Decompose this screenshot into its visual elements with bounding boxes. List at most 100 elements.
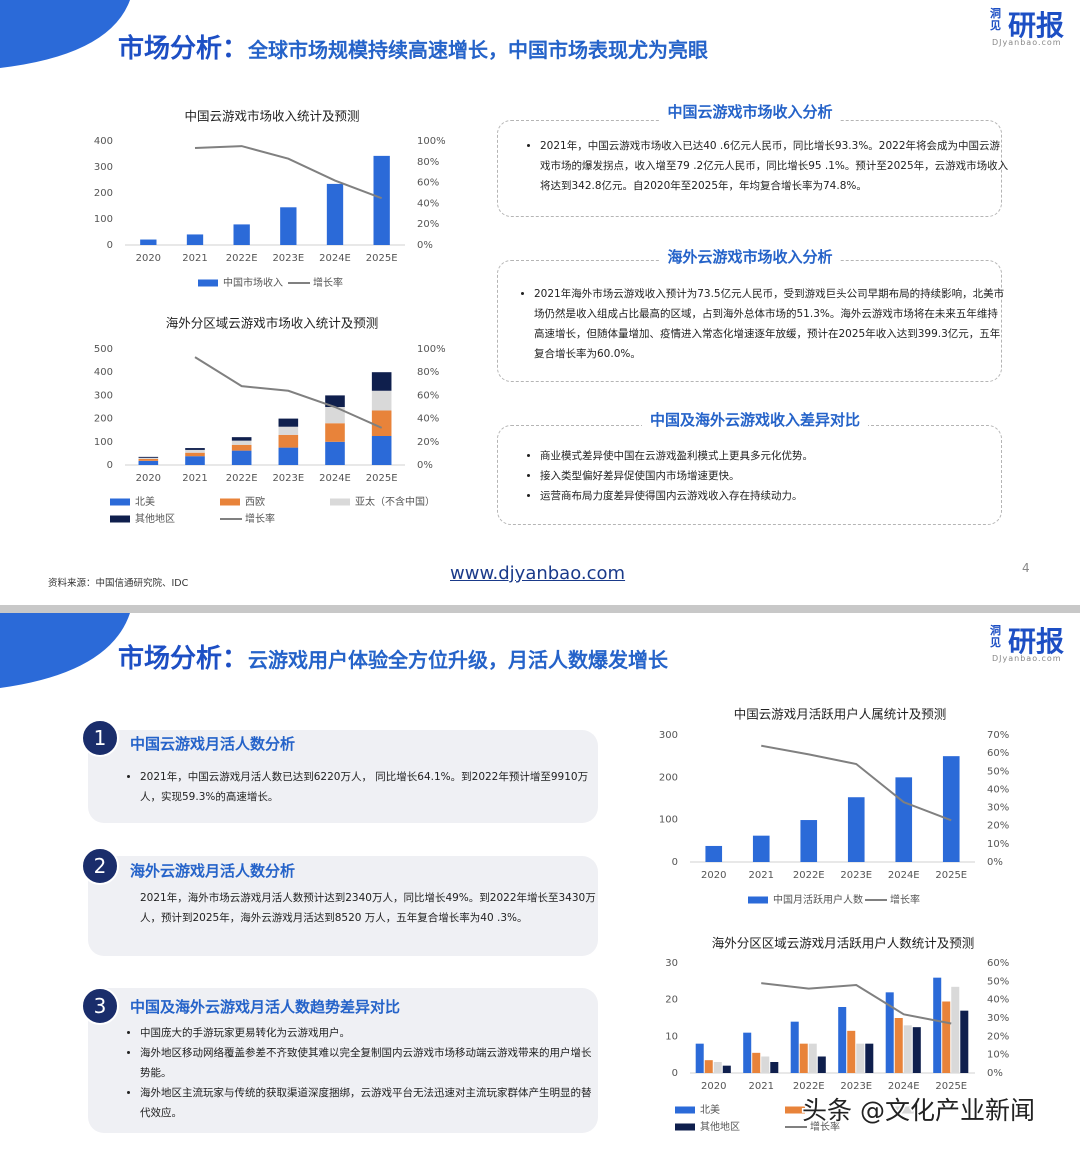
x-tick-label: 2023E <box>840 870 872 881</box>
y-tick-label: 300 <box>659 730 678 741</box>
bar <box>817 1056 826 1073</box>
bar <box>960 1010 969 1073</box>
legend-label: 中国月活跃用户人数 <box>773 893 863 906</box>
bar <box>373 155 390 245</box>
legend-label: 增长率 <box>313 276 343 289</box>
card <box>88 730 598 823</box>
bar <box>885 992 894 1073</box>
y-tick-label: 300 <box>94 390 113 401</box>
logo-url: DJyanbao.com <box>992 654 1062 663</box>
legend-swatch <box>220 498 240 506</box>
bullet: 2021年，中国云游戏月活人数已达到6220万人， 同比增长64.1%。到202… <box>140 767 600 807</box>
y2-tick-label: 80% <box>417 367 439 378</box>
chart-title: 海外分区区域云游戏月活跃用户人数统计及预测 <box>712 936 975 951</box>
legend-swatch <box>748 896 768 904</box>
bar <box>138 458 159 461</box>
x-tick-label: 2024E <box>319 253 351 264</box>
card-heading: 中国云游戏月活人数分析 <box>130 735 296 753</box>
bar <box>799 1043 808 1073</box>
y-tick-label: 0 <box>107 460 113 471</box>
legend-swatch <box>675 1106 695 1114</box>
legend-swatch <box>330 498 350 506</box>
x-tick-label: 2025E <box>366 473 398 484</box>
y2-tick-label: 20% <box>417 437 439 448</box>
y-tick-label: 10 <box>665 1031 678 1042</box>
bar <box>942 756 960 862</box>
y2-tick-label: 0% <box>987 1068 1003 1079</box>
y2-tick-label: 0% <box>987 857 1003 868</box>
step-number: 2 <box>81 847 119 885</box>
bullet-list: 2021年，中国云游戏月活人数已达到6220万人， 同比增长64.1%。到202… <box>122 767 600 807</box>
bullet-list: 商业模式差异使中国在云游戏盈利模式上更具多元化优势。 接入类型偏好差异促使国内市… <box>522 446 1010 506</box>
y-tick-label: 30 <box>665 958 678 969</box>
bar <box>770 1062 779 1073</box>
y-tick-label: 0 <box>672 1068 678 1079</box>
bar <box>185 448 205 450</box>
slide-title: 市场分析：全球市场规模持续高速增长，中国市场表现尤为亮眼 <box>118 28 708 65</box>
bar <box>231 444 252 451</box>
line <box>761 744 952 822</box>
y2-tick-label: 30% <box>987 803 1009 814</box>
y2-tick-label: 20% <box>987 1031 1009 1042</box>
y-tick-label: 200 <box>94 188 113 199</box>
bar <box>185 456 205 465</box>
bar <box>371 372 392 391</box>
bar <box>847 797 865 862</box>
bullet: 海外地区移动网络覆盖参差不齐致使其难以完全复制国内云游戏市场移动端云游戏带来的用… <box>140 1043 600 1083</box>
legend-swatch <box>895 1106 915 1114</box>
bullet: 海外地区主流玩家与传统的获取渠道深度捆绑，云游戏平台无法迅速对主流玩家群体产生明… <box>140 1083 600 1123</box>
source-note: 资料来源：中国信通研究院、IDC <box>48 578 189 589</box>
x-tick-label: 2020 <box>136 473 161 484</box>
bullet: 2021年海外市场云游戏收入预计为73.5亿元人民币，受到游戏巨头公司早期布局的… <box>534 284 1008 364</box>
chart-title: 中国云游戏市场收入统计及预测 <box>184 109 359 124</box>
y2-tick-label: 60% <box>987 748 1009 759</box>
step-number: 1 <box>81 719 119 757</box>
section-heading: 海外云游戏市场收入分析 <box>659 246 841 267</box>
slide-title: 市场分析：云游戏用户体验全方位升级，月活人数爆发增长 <box>118 638 668 675</box>
bar <box>371 436 392 465</box>
bar <box>933 977 942 1073</box>
y-tick-label: 500 <box>94 344 113 355</box>
bar <box>371 410 392 436</box>
bar <box>231 450 252 465</box>
y-tick-label: 300 <box>94 162 113 173</box>
x-tick-label: 2022E <box>793 1081 825 1092</box>
legend-swatch <box>785 1106 805 1114</box>
bar <box>138 460 159 465</box>
bar <box>752 835 770 862</box>
chart-title: 中国云游戏月活跃用户人属统计及预测 <box>734 707 947 722</box>
legend-swatch <box>675 1123 695 1131</box>
bar <box>800 820 818 862</box>
bullet-list: 2021年，海外市场云游戏月活人数预计达到2340万人，同比增长49%。到202… <box>122 888 600 928</box>
chart-title: 海外分区域云游戏市场收入统计及预测 <box>166 316 379 331</box>
bar <box>847 1030 856 1073</box>
bar <box>278 434 299 448</box>
section-heading: 中国及海外云游戏收入差异对比 <box>641 409 869 430</box>
section-heading: 中国云游戏市场收入分析 <box>659 101 841 122</box>
card-heading: 海外云游戏月活人数分析 <box>130 862 296 880</box>
bullet: 2021年，中国云游戏市场收入已达40 .6亿元人民币，同比增长93.3%。20… <box>540 136 1010 196</box>
line <box>761 982 952 1025</box>
site-link[interactable]: www.djyanbao.com <box>450 563 626 584</box>
title-prefix: 市场分析： <box>118 34 249 64</box>
y2-tick-label: 40% <box>417 198 439 209</box>
bullet: 中国庞大的手游玩家更易转化为云游戏用户。 <box>140 1023 600 1043</box>
slide-divider <box>0 605 1080 613</box>
bar <box>325 407 345 424</box>
y-tick-label: 20 <box>665 995 678 1006</box>
bar <box>761 1056 770 1073</box>
bar <box>231 440 252 445</box>
y-tick-label: 100 <box>659 815 678 826</box>
y2-tick-label: 20% <box>417 219 439 230</box>
y-tick-label: 200 <box>94 414 113 425</box>
x-tick-label: 2025E <box>366 253 398 264</box>
bar <box>326 183 344 245</box>
logo-main: 研报 <box>1008 625 1065 658</box>
bar <box>865 1043 874 1073</box>
bar <box>856 1043 865 1073</box>
bar <box>790 1021 799 1073</box>
corner-shape <box>0 0 130 68</box>
y2-tick-label: 60% <box>417 178 439 189</box>
bar <box>951 986 960 1073</box>
